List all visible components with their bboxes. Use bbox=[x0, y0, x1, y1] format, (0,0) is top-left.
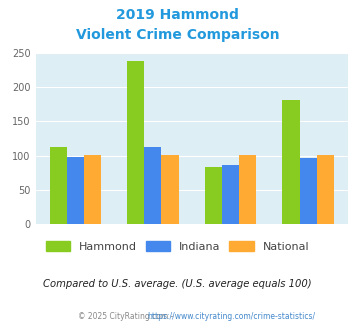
Bar bbox=[317, 155, 334, 224]
Bar bbox=[283, 100, 300, 224]
Text: https://www.cityrating.com/crime-statistics/: https://www.cityrating.com/crime-statist… bbox=[147, 312, 316, 321]
Text: Compared to U.S. average. (U.S. average equals 100): Compared to U.S. average. (U.S. average … bbox=[43, 279, 312, 289]
Text: © 2025 CityRating.com -: © 2025 CityRating.com - bbox=[78, 312, 176, 321]
Bar bbox=[84, 155, 101, 224]
Bar bbox=[205, 167, 222, 224]
Bar bbox=[222, 165, 239, 224]
Bar bbox=[127, 162, 144, 224]
Bar bbox=[162, 155, 179, 224]
Bar bbox=[144, 147, 162, 224]
Bar bbox=[67, 157, 84, 224]
Bar bbox=[144, 156, 162, 224]
Text: 2019 Hammond: 2019 Hammond bbox=[116, 8, 239, 22]
Bar bbox=[127, 61, 144, 224]
Bar bbox=[300, 158, 317, 224]
Legend: Hammond, Indiana, National: Hammond, Indiana, National bbox=[41, 237, 314, 256]
Bar bbox=[239, 155, 256, 224]
Bar bbox=[50, 147, 67, 224]
Text: Violent Crime Comparison: Violent Crime Comparison bbox=[76, 28, 279, 42]
